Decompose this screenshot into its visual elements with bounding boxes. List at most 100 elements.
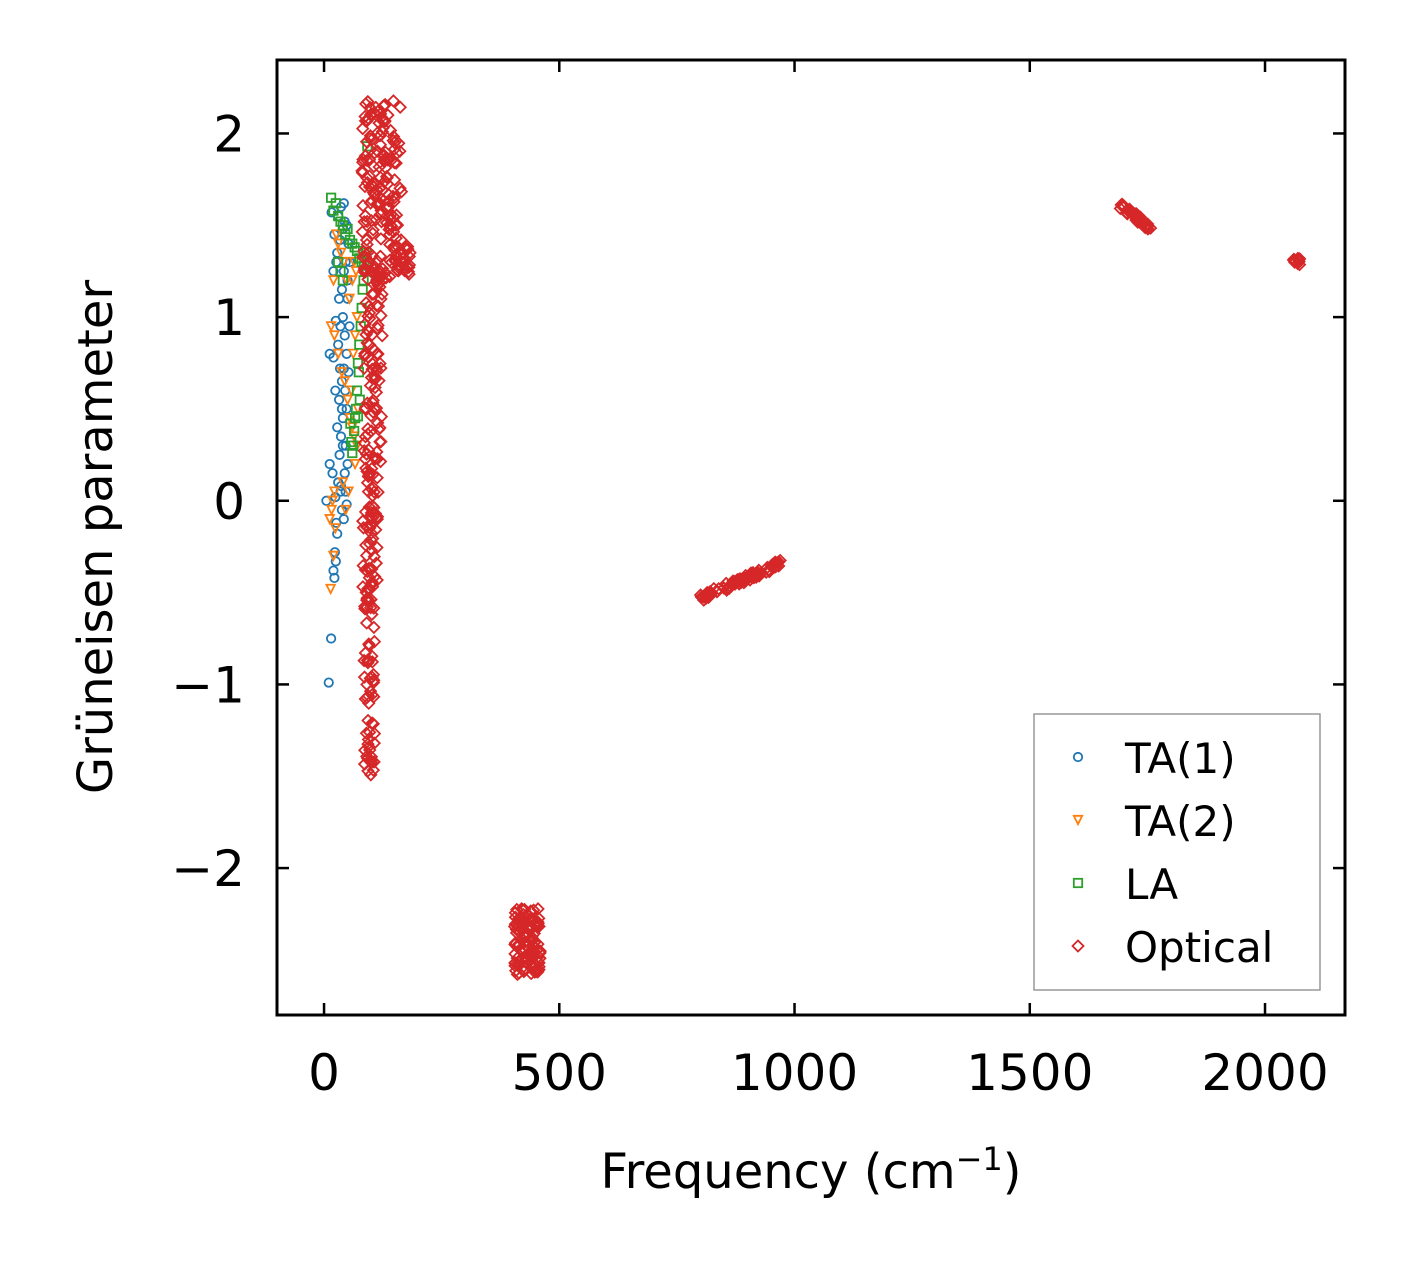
data-point bbox=[360, 427, 375, 441]
data-point bbox=[358, 346, 372, 361]
data-point bbox=[363, 671, 377, 686]
data-point bbox=[355, 165, 370, 180]
data-point bbox=[370, 144, 385, 158]
data-point bbox=[344, 321, 355, 332]
data-point bbox=[726, 574, 740, 588]
data-point bbox=[362, 562, 376, 577]
data-point bbox=[392, 136, 406, 151]
x-tick-label: 0 bbox=[308, 1044, 340, 1102]
data-point bbox=[360, 396, 375, 410]
legend-item: LA bbox=[1072, 860, 1178, 909]
data-point bbox=[360, 214, 374, 229]
y-tick-label: 2 bbox=[213, 105, 245, 163]
data-point bbox=[361, 94, 375, 109]
data-point bbox=[510, 967, 525, 982]
data-point bbox=[339, 376, 351, 388]
data-point bbox=[532, 962, 546, 977]
data-point bbox=[344, 413, 356, 425]
data-point bbox=[360, 751, 375, 766]
data-point bbox=[341, 394, 354, 406]
data-point bbox=[361, 484, 376, 499]
data-point bbox=[366, 223, 380, 237]
data-point bbox=[337, 477, 349, 489]
data-point bbox=[393, 144, 407, 158]
data-point bbox=[334, 449, 345, 460]
data-point bbox=[360, 237, 374, 252]
data-point bbox=[328, 565, 339, 576]
data-point bbox=[326, 495, 339, 507]
data-point bbox=[383, 123, 398, 138]
axis-ticks bbox=[277, 60, 1345, 1015]
data-point bbox=[394, 260, 409, 275]
data-point bbox=[338, 266, 349, 277]
data-point bbox=[364, 264, 379, 279]
data-point bbox=[335, 247, 347, 260]
data-point bbox=[511, 912, 525, 926]
data-point bbox=[373, 454, 388, 469]
data-point bbox=[511, 959, 526, 973]
data-point bbox=[365, 655, 380, 669]
data-point bbox=[334, 293, 345, 304]
data-point bbox=[389, 247, 404, 262]
legend-label: TA(1) bbox=[1124, 734, 1236, 783]
data-point bbox=[330, 315, 341, 326]
data-point bbox=[355, 225, 370, 239]
data-point bbox=[762, 563, 777, 578]
data-point bbox=[365, 395, 380, 410]
data-point bbox=[360, 336, 374, 350]
y-axis-label: Grüneisen parameter bbox=[68, 280, 124, 795]
data-point bbox=[360, 175, 375, 190]
data-point bbox=[374, 203, 388, 218]
data-point bbox=[374, 214, 389, 229]
data-point bbox=[347, 447, 358, 459]
data-point bbox=[515, 914, 530, 929]
data-point bbox=[510, 951, 525, 965]
data-point bbox=[364, 519, 378, 533]
data-point bbox=[1291, 253, 1306, 267]
data-point bbox=[764, 559, 779, 573]
data-point bbox=[1140, 219, 1155, 234]
data-point bbox=[336, 284, 348, 295]
data-point bbox=[378, 114, 392, 128]
data-point bbox=[369, 212, 383, 227]
data-point bbox=[325, 504, 338, 517]
data-point bbox=[369, 510, 384, 524]
data-point bbox=[362, 725, 377, 740]
data-point bbox=[362, 571, 377, 585]
series-optical bbox=[355, 94, 1307, 982]
data-point bbox=[365, 193, 379, 208]
data-point bbox=[1131, 215, 1145, 230]
legend-label: TA(2) bbox=[1124, 797, 1236, 846]
data-point bbox=[369, 275, 384, 290]
y-tick-label: −2 bbox=[171, 840, 245, 898]
plot-frame bbox=[275, 58, 1347, 1017]
data-point bbox=[1114, 198, 1128, 212]
data-point bbox=[351, 245, 363, 257]
data-point bbox=[352, 411, 364, 422]
data-point bbox=[343, 293, 356, 305]
data-point bbox=[368, 452, 382, 466]
data-point bbox=[773, 553, 787, 568]
data-point bbox=[402, 258, 417, 272]
data-point bbox=[1140, 217, 1155, 231]
data-point bbox=[362, 739, 376, 754]
data-point bbox=[355, 164, 369, 178]
data-point bbox=[357, 349, 372, 363]
data-point bbox=[379, 216, 394, 230]
legend-item: TA(1) bbox=[1072, 734, 1236, 783]
data-point bbox=[387, 155, 402, 170]
data-point bbox=[356, 558, 370, 573]
data-point bbox=[371, 299, 386, 314]
data-point bbox=[380, 153, 395, 167]
data-point bbox=[363, 537, 377, 551]
data-point bbox=[323, 677, 334, 688]
data-point bbox=[1130, 213, 1145, 228]
x-tick-label: 1500 bbox=[966, 1044, 1093, 1102]
data-point bbox=[350, 266, 362, 278]
data-point bbox=[358, 452, 373, 466]
data-point bbox=[334, 394, 345, 405]
data-point bbox=[375, 287, 389, 302]
data-point bbox=[393, 181, 407, 196]
data-point bbox=[351, 312, 363, 324]
